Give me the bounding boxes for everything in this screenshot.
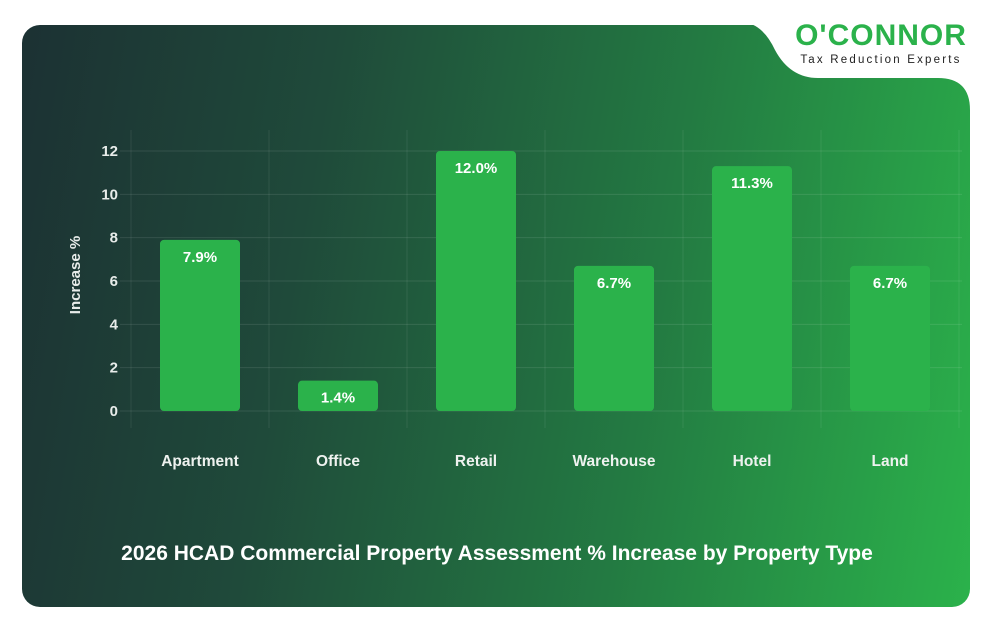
chart-title: 2026 HCAD Commercial Property Assessment… <box>121 542 873 565</box>
bar-hotel <box>712 166 792 411</box>
x-tick-label: Warehouse <box>573 453 656 470</box>
data-label: 7.9% <box>183 249 217 266</box>
x-tick-label: Land <box>871 453 908 470</box>
logo-tagline: Tax Reduction Experts <box>800 54 962 66</box>
x-tick-label: Apartment <box>161 453 239 470</box>
x-tick-label: Office <box>316 453 360 470</box>
logo-name: O'CONNOR <box>795 19 967 52</box>
bar-office <box>298 380 378 411</box>
y-axis-label: Increase % <box>67 236 84 314</box>
y-tick-label: 2 <box>110 360 118 377</box>
x-tick-label: Hotel <box>733 453 772 470</box>
bar-land <box>850 265 930 411</box>
oconnor-logo: O'CONNOR Tax Reduction Experts <box>786 19 976 67</box>
y-tick-label: 0 <box>110 403 118 420</box>
data-label: 11.3% <box>731 175 773 192</box>
y-tick-label: 12 <box>101 143 118 160</box>
data-label: 6.7% <box>597 275 631 292</box>
x-tick-label: Retail <box>455 453 497 470</box>
bar-warehouse <box>574 265 654 411</box>
y-tick-label: 8 <box>110 230 118 247</box>
y-tick-label: 4 <box>110 316 119 333</box>
data-label: 6.7% <box>873 275 907 292</box>
data-label: 1.4% <box>321 390 355 407</box>
bar-retail <box>436 151 516 411</box>
y-tick-label: 6 <box>110 273 118 290</box>
bar-apartment <box>160 239 240 411</box>
y-tick-label: 10 <box>101 186 118 203</box>
data-label: 12.0% <box>455 160 498 177</box>
